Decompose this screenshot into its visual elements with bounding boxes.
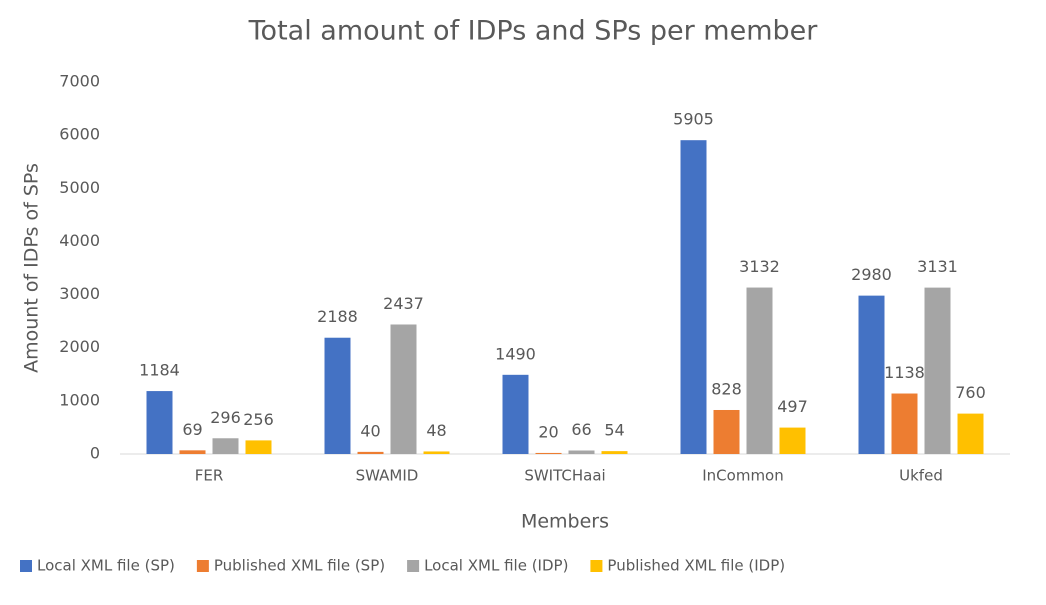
bar [179, 450, 206, 454]
legend-label: Published XML file (SP) [214, 557, 385, 575]
bar [779, 427, 806, 454]
data-label: 828 [711, 379, 742, 398]
x-tick-label: SWAMID [356, 467, 419, 485]
data-label: 54 [604, 421, 624, 440]
bar [601, 451, 628, 454]
data-label: 760 [955, 383, 986, 402]
data-label: 2188 [317, 307, 358, 326]
data-label: 3132 [739, 257, 780, 276]
bar [535, 452, 562, 454]
bar [680, 140, 707, 455]
data-label: 40 [360, 421, 380, 440]
y-axis-title: Amount of IDPs of SPs [21, 163, 43, 373]
chart-title: Total amount of IDPs and SPs per member [248, 16, 819, 47]
legend-swatch [407, 560, 420, 572]
bar [858, 295, 885, 454]
y-tick-label: 7000 [59, 72, 100, 91]
data-label: 48 [426, 421, 446, 440]
bar [746, 287, 773, 454]
data-label: 3131 [917, 257, 958, 276]
x-axis-title: Members [521, 511, 609, 533]
y-tick-label: 3000 [59, 284, 100, 303]
bar [891, 393, 918, 454]
x-tick-label: InCommon [702, 467, 784, 485]
legend-label: Local XML file (IDP) [424, 557, 568, 575]
y-tick-label: 5000 [59, 178, 100, 197]
legend-swatch [590, 560, 603, 572]
legend-swatch [196, 560, 209, 572]
bar [390, 324, 417, 454]
data-label: 296 [210, 408, 241, 427]
x-tick-label: FER [195, 467, 224, 485]
x-tick-label: SWITCHaai [524, 467, 605, 485]
bar [212, 438, 239, 454]
bar [568, 450, 595, 454]
data-label: 69 [182, 420, 202, 439]
data-label: 497 [777, 397, 808, 416]
y-tick-label: 0 [90, 444, 100, 463]
bar [713, 409, 740, 454]
legend-swatch [20, 560, 32, 572]
legend-label: Published XML file (IDP) [607, 557, 785, 575]
legend-label: Local XML file (SP) [37, 557, 175, 575]
data-label: 20 [538, 422, 558, 441]
bar [357, 451, 384, 454]
bar [957, 413, 984, 454]
data-label: 1490 [495, 344, 536, 363]
bar [324, 337, 351, 454]
bar [245, 440, 272, 454]
data-label: 2437 [383, 294, 424, 313]
bar [502, 374, 529, 454]
data-label: 2980 [851, 265, 892, 284]
data-label: 5905 [673, 110, 714, 129]
y-tick-label: 6000 [59, 125, 100, 144]
bar [924, 287, 951, 454]
x-tick-label: Ukfed [899, 467, 943, 485]
data-label: 1184 [139, 361, 180, 380]
data-label: 66 [571, 420, 591, 439]
data-label: 256 [243, 410, 274, 429]
y-tick-label: 1000 [59, 390, 100, 409]
bar [423, 451, 450, 454]
data-label: 1138 [884, 363, 925, 382]
y-tick-label: 2000 [59, 337, 100, 356]
y-tick-label: 4000 [59, 231, 100, 250]
bar [146, 391, 173, 454]
